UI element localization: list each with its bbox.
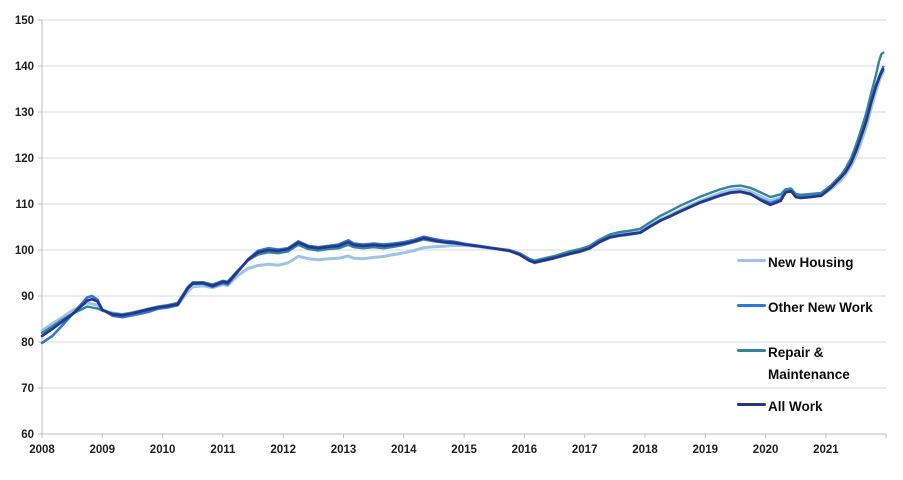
x-tick-label: 2012 [270, 444, 296, 456]
x-tick-label: 2013 [331, 444, 357, 456]
x-tick-label: 2019 [693, 444, 719, 456]
legend-label-all-work: All Work [768, 399, 823, 414]
y-tick-label: 70 [21, 383, 34, 395]
legend-label-new-housing: New Housing [768, 255, 854, 270]
y-tick-label: 130 [15, 107, 34, 119]
legend-line-swatch-new-housing [737, 259, 766, 262]
legend-label-other-new-work: Other New Work [768, 300, 873, 315]
y-tick-label: 60 [21, 429, 34, 441]
y-tick-label: 150 [15, 15, 34, 27]
x-tick-label: 2014 [391, 444, 417, 456]
legend-item-all-work: All Work [737, 396, 823, 418]
legend-item-new-housing: New Housing [737, 252, 854, 274]
x-tick-label: 2016 [512, 444, 538, 456]
series-line-new-housing [40, 70, 885, 332]
y-tick-label: 120 [15, 153, 34, 165]
series-line-all-work [40, 67, 885, 338]
x-tick-label: 2008 [29, 444, 55, 456]
legend-line-swatch-repair-maintenance [737, 349, 766, 352]
legend-line-swatch-other-new-work [737, 304, 766, 307]
y-tick-label: 140 [15, 61, 34, 73]
x-tick-label: 2011 [210, 444, 236, 456]
y-tick-label: 90 [21, 291, 34, 303]
x-tick-label: 2018 [632, 444, 658, 456]
legend-line-swatch-all-work [737, 403, 766, 406]
y-tick-label: 80 [21, 337, 34, 349]
legend-item-other-new-work: Other New Work [737, 297, 873, 319]
legend-label-repair-maintenance: Repair & Maintenance [768, 345, 850, 382]
y-tick-label: 110 [15, 199, 34, 211]
x-tick-label: 2010 [150, 444, 176, 456]
x-tick-label: 2021 [813, 444, 839, 456]
y-tick-label: 100 [15, 245, 34, 257]
x-tick-label: 2017 [572, 444, 598, 456]
series-line-repair-maintenance [40, 51, 885, 334]
x-tick-label: 2020 [753, 444, 779, 456]
x-tick-label: 2015 [451, 444, 477, 456]
legend-item-repair-maintenance: Repair & Maintenance [737, 342, 889, 385]
x-tick-label: 2009 [90, 444, 116, 456]
